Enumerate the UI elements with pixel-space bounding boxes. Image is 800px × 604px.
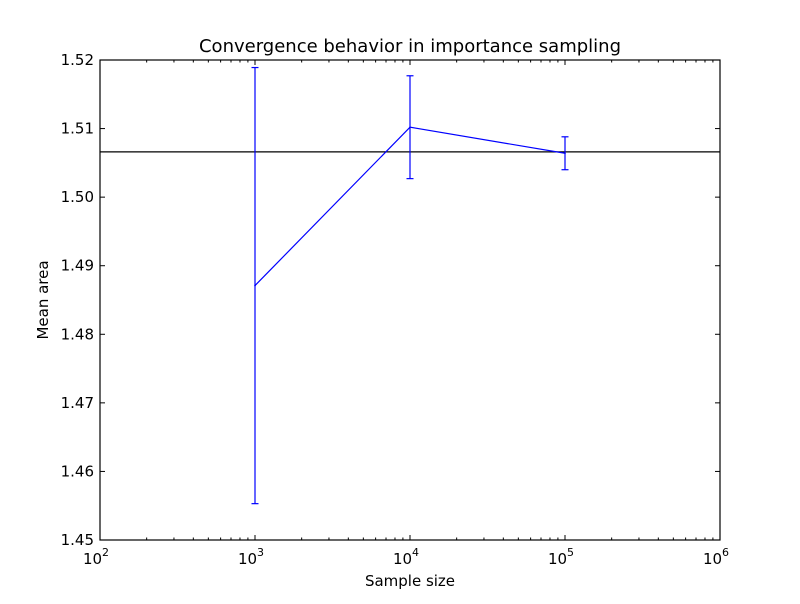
x-axis-label: Sample size xyxy=(365,572,455,590)
x-tick-label: 104 xyxy=(393,546,419,568)
y-axis-label: Mean area xyxy=(34,260,52,339)
x-tick-label-base: 10 xyxy=(548,550,567,568)
plot-frame xyxy=(99,59,721,541)
x-tick-label-exponent: 5 xyxy=(567,546,574,559)
x-tick-label-base: 10 xyxy=(703,550,722,568)
data-point xyxy=(409,126,411,128)
x-tick-label-exponent: 6 xyxy=(722,546,729,559)
chart-title: Convergence behavior in importance sampl… xyxy=(199,36,621,57)
x-tick-label-exponent: 4 xyxy=(412,546,419,559)
data-point xyxy=(254,284,256,287)
y-tick-label: 1.48 xyxy=(61,325,94,343)
y-tick-label: 1.49 xyxy=(61,257,94,275)
x-tick-label: 105 xyxy=(548,546,574,568)
x-tick-label-base: 10 xyxy=(238,550,257,568)
x-tick-label-base: 10 xyxy=(83,550,102,568)
x-tick-label-exponent: 3 xyxy=(257,546,264,559)
x-tick-label-base: 10 xyxy=(393,550,412,568)
y-tick-label: 1.51 xyxy=(61,120,94,138)
x-tick-label: 106 xyxy=(703,546,729,568)
y-tick-label: 1.45 xyxy=(61,531,94,549)
y-tick-label: 1.46 xyxy=(61,462,94,480)
y-tick-label: 1.47 xyxy=(61,394,94,412)
x-tick-label-exponent: 2 xyxy=(102,546,109,559)
y-tick-label: 1.52 xyxy=(61,51,94,69)
x-tick-label: 103 xyxy=(238,546,264,568)
data-point xyxy=(564,152,566,155)
plot-layer: 102 103 104 105 1061.451.461.471.481.491.501… xyxy=(61,51,729,568)
y-tick-label: 1.50 xyxy=(61,188,94,206)
x-tick-label: 102 xyxy=(83,546,109,568)
